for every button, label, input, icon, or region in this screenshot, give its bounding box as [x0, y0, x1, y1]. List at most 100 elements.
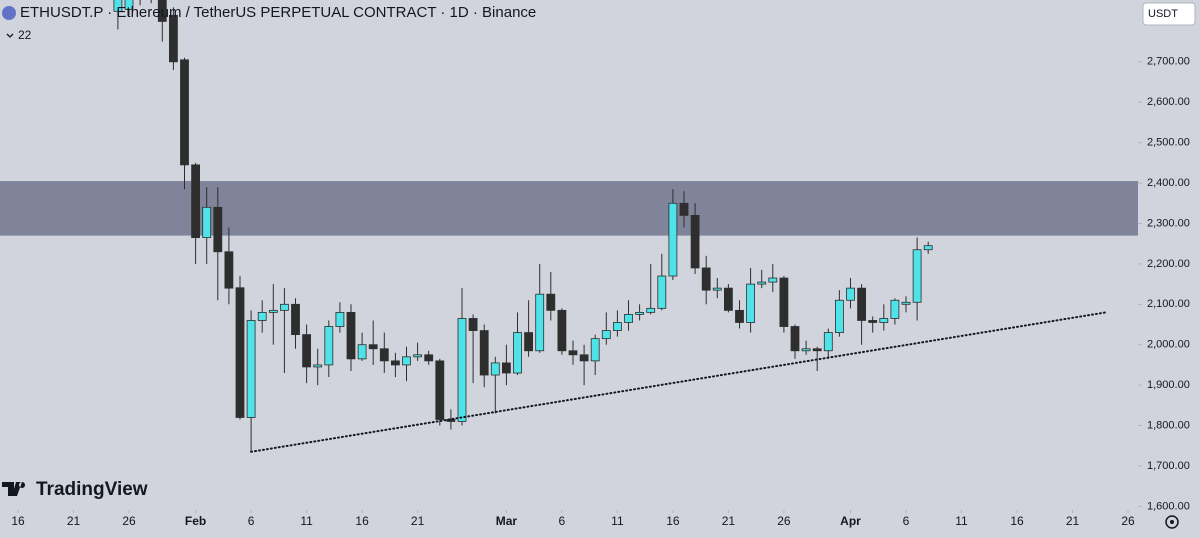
- settings-icon[interactable]: [1165, 515, 1179, 529]
- candle-body: [535, 293, 545, 352]
- y-tick-label: 1,700.00: [1147, 460, 1190, 472]
- x-tick-label: 21: [67, 514, 81, 528]
- candle-body: [557, 309, 567, 352]
- candle-body: [923, 245, 933, 251]
- settings-icon-center: [1170, 520, 1174, 524]
- x-tick-label: Apr: [840, 514, 861, 528]
- candle-body: [912, 249, 922, 303]
- symbol-icon: [2, 6, 16, 20]
- candle-body: [357, 344, 367, 360]
- candle-body: [701, 267, 711, 291]
- candle-body: [390, 360, 400, 366]
- candle-body: [590, 338, 600, 362]
- candle-body: [202, 206, 212, 239]
- candle-body: [291, 303, 300, 336]
- candle-body: [302, 334, 312, 368]
- watermark: TradingView: [36, 479, 148, 500]
- candle-body: [279, 303, 289, 311]
- x-tick-label: 16: [666, 514, 680, 528]
- candle-body: [513, 332, 522, 374]
- candle-body: [424, 354, 434, 362]
- x-tick-label: 6: [248, 514, 255, 528]
- candle-body: [579, 354, 589, 362]
- candle-body: [835, 299, 844, 333]
- candle-body: [635, 311, 644, 315]
- candle-body: [113, 0, 123, 12]
- candle-body: [435, 360, 445, 420]
- candle-body: [379, 348, 389, 362]
- candle-body: [624, 314, 633, 323]
- y-tick-label: 2,100.00: [1147, 298, 1190, 310]
- candle-body: [490, 362, 500, 376]
- candle-body: [346, 311, 356, 360]
- candle-body: [735, 309, 744, 323]
- x-tick-label: 16: [355, 514, 369, 528]
- candle-body: [812, 348, 822, 352]
- x-tick-label: 6: [903, 514, 910, 528]
- x-tick-label: 21: [722, 514, 736, 528]
- candle-body: [268, 309, 278, 313]
- candle-body: [191, 164, 201, 239]
- candle-body: [601, 330, 611, 340]
- x-tick-label: 11: [300, 514, 313, 528]
- candle-body: [468, 318, 478, 331]
- plot-area: [0, 0, 1138, 453]
- candle-body: [180, 59, 189, 166]
- y-tick-label: 1,800.00: [1147, 419, 1190, 431]
- candle-body: [324, 326, 334, 366]
- trendline: [250, 311, 1107, 453]
- x-tick-label: 6: [559, 514, 566, 528]
- candle-body: [712, 287, 722, 291]
- currency-button[interactable]: [1142, 2, 1196, 26]
- candle-body: [257, 311, 267, 321]
- candle-body: [724, 287, 733, 311]
- x-tick-label: Feb: [185, 514, 206, 528]
- candle-body: [890, 299, 900, 319]
- candle-body: [757, 281, 767, 285]
- candle-body: [335, 311, 345, 327]
- candle-body: [546, 293, 556, 311]
- candle-body: [524, 332, 533, 352]
- candle-body: [157, 0, 167, 22]
- candle-body: [768, 277, 778, 283]
- candle-body: [646, 307, 656, 313]
- candle-body: [235, 287, 245, 418]
- indicator-count[interactable]: 22: [18, 28, 32, 42]
- candle-body: [368, 344, 378, 350]
- candle-body: [657, 275, 667, 309]
- y-tick-label: 2,200.00: [1147, 258, 1190, 270]
- y-tick-label: 2,500.00: [1147, 137, 1190, 149]
- candle-body: [168, 14, 178, 63]
- candle-body: [790, 326, 800, 352]
- collapse-chevron[interactable]: [6, 33, 14, 38]
- candle-body: [779, 277, 789, 327]
- candle-body: [501, 362, 511, 374]
- candle-body: [224, 251, 234, 289]
- x-tick-label: 11: [611, 514, 624, 528]
- candle-body: [823, 332, 833, 352]
- candle-body: [801, 348, 811, 352]
- candle-body: [846, 287, 855, 301]
- candle-body: [868, 320, 878, 323]
- logo-icon: [2, 482, 26, 496]
- candle-body: [246, 320, 256, 418]
- candle-body: [402, 356, 411, 366]
- candle-body: [857, 287, 866, 321]
- x-tick-label: 11: [955, 514, 968, 528]
- candle-body: [746, 283, 755, 323]
- y-tick-label: 1,600.00: [1147, 500, 1190, 512]
- currency-label: USDT: [1148, 8, 1178, 20]
- x-tick-label: Mar: [496, 514, 518, 528]
- x-tick-label: 26: [1121, 514, 1135, 528]
- chart-title: ETHUSDT.P · Ethereum / TetherUS PERPETUA…: [20, 4, 536, 21]
- y-tick-label: 2,400.00: [1147, 177, 1190, 189]
- y-tick-label: 2,000.00: [1147, 339, 1190, 351]
- candle-body: [668, 202, 678, 277]
- y-tick-label: 2,600.00: [1147, 96, 1190, 108]
- y-tick-label: 1,900.00: [1147, 379, 1190, 391]
- x-tick-label: 26: [122, 514, 136, 528]
- resistance-zone: [0, 181, 1138, 236]
